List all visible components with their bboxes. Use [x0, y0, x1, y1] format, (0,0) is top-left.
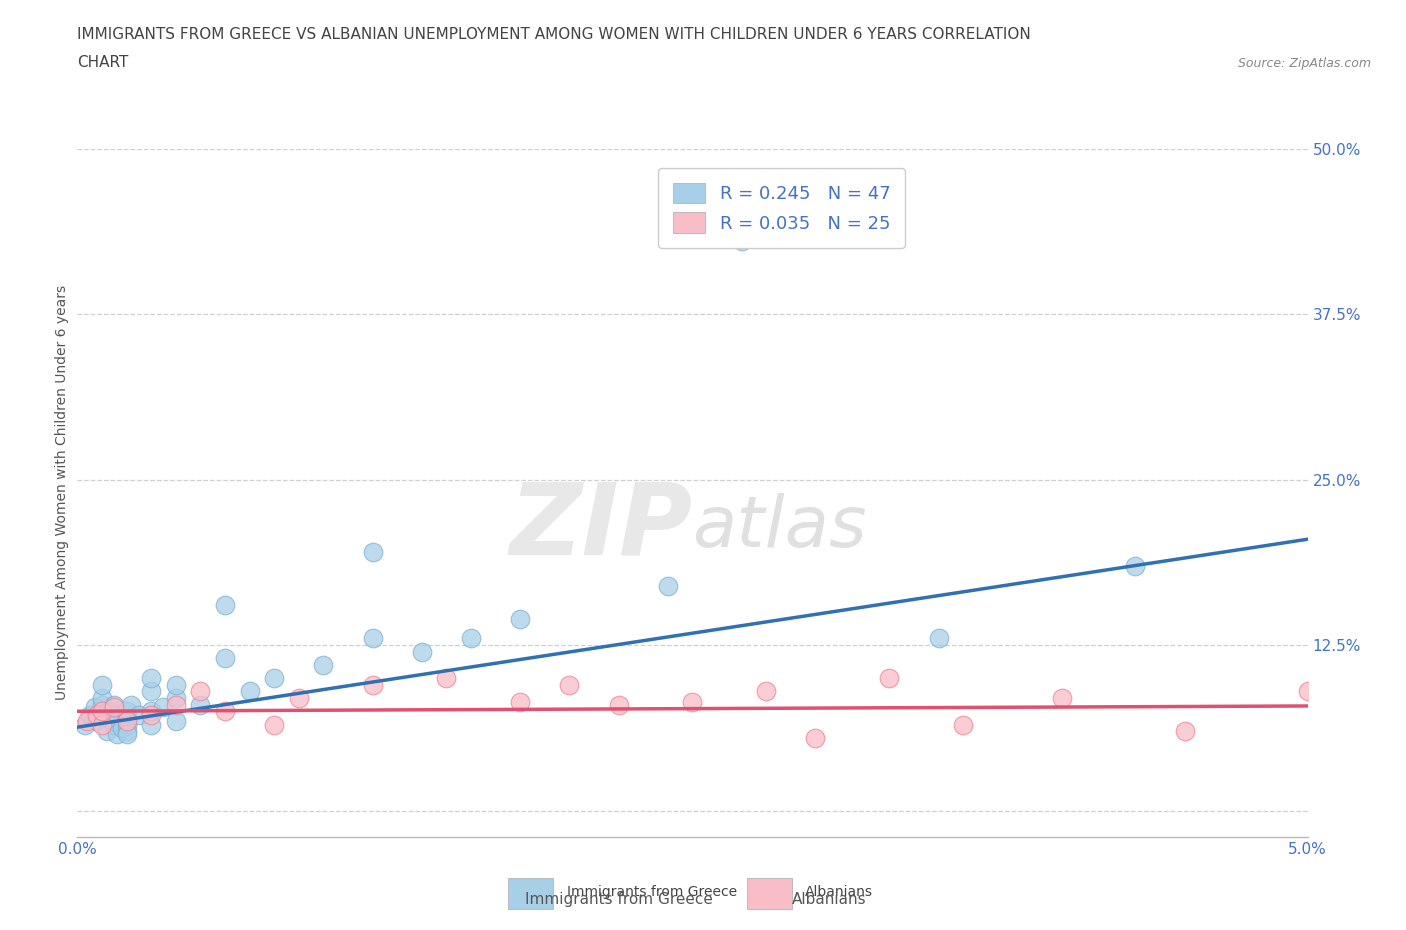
Text: IMMIGRANTS FROM GREECE VS ALBANIAN UNEMPLOYMENT AMONG WOMEN WITH CHILDREN UNDER : IMMIGRANTS FROM GREECE VS ALBANIAN UNEMP… — [77, 27, 1031, 42]
Point — [214, 704, 236, 719]
Point — [115, 717, 138, 732]
Point — [361, 677, 384, 692]
Point — [103, 700, 125, 715]
Point — [86, 713, 108, 728]
Y-axis label: Unemployment Among Women with Children Under 6 years: Unemployment Among Women with Children U… — [55, 286, 69, 700]
Point — [105, 726, 128, 741]
Text: Albanians: Albanians — [806, 885, 873, 899]
Point — [141, 684, 163, 698]
Point — [111, 721, 132, 736]
Point — [90, 704, 114, 719]
Point — [141, 708, 163, 723]
Point — [152, 700, 174, 715]
Point — [607, 698, 630, 712]
Point — [98, 704, 121, 719]
Point — [682, 695, 704, 710]
Point — [509, 611, 531, 626]
Point — [90, 704, 114, 719]
Text: atlas: atlas — [693, 493, 868, 562]
Point — [263, 717, 285, 732]
Text: Albanians: Albanians — [792, 892, 868, 907]
Point — [928, 631, 950, 646]
Point — [103, 698, 125, 712]
Point — [509, 695, 531, 710]
Point — [128, 708, 150, 723]
Point — [79, 708, 101, 723]
Point — [879, 671, 901, 685]
Point — [76, 713, 98, 728]
Point — [96, 724, 118, 738]
Point — [165, 698, 187, 712]
Point — [165, 677, 187, 692]
Text: Immigrants from Greece: Immigrants from Greece — [567, 885, 737, 899]
Point — [411, 644, 433, 659]
Point — [83, 700, 105, 715]
Point — [141, 671, 163, 685]
Point — [165, 691, 187, 706]
Point — [460, 631, 482, 646]
Point — [90, 691, 114, 706]
Point — [103, 713, 125, 728]
Text: ZIP: ZIP — [509, 479, 693, 576]
Point — [1125, 558, 1147, 573]
Point — [657, 578, 679, 593]
Point — [755, 684, 778, 698]
FancyBboxPatch shape — [508, 878, 553, 910]
Point — [804, 730, 827, 745]
Point — [1296, 684, 1319, 698]
Point — [312, 658, 335, 672]
Point — [73, 717, 96, 732]
Point — [96, 711, 118, 725]
Point — [239, 684, 262, 698]
Point — [165, 713, 187, 728]
Point — [188, 698, 212, 712]
Point — [115, 713, 138, 728]
Point — [436, 671, 458, 685]
Point — [86, 708, 108, 723]
Point — [214, 598, 236, 613]
Point — [115, 726, 138, 741]
Point — [288, 691, 311, 706]
Point — [263, 671, 285, 685]
Text: Source: ZipAtlas.com: Source: ZipAtlas.com — [1237, 57, 1371, 70]
Point — [361, 631, 384, 646]
Text: Immigrants from Greece: Immigrants from Greece — [524, 892, 713, 907]
Point — [115, 711, 138, 725]
Point — [121, 698, 143, 712]
Point — [1174, 724, 1197, 738]
Point — [141, 717, 163, 732]
Point — [731, 234, 754, 249]
Point — [361, 545, 384, 560]
Point — [90, 698, 114, 712]
Point — [1050, 691, 1073, 706]
Point — [214, 651, 236, 666]
Point — [188, 684, 212, 698]
Point — [558, 677, 581, 692]
Point — [103, 708, 125, 723]
Point — [115, 724, 138, 738]
Text: CHART: CHART — [77, 55, 129, 70]
FancyBboxPatch shape — [747, 878, 792, 910]
Point — [115, 704, 138, 719]
Point — [952, 717, 974, 732]
Point — [90, 717, 114, 732]
Point — [141, 704, 163, 719]
Legend: R = 0.245   N = 47, R = 0.035   N = 25: R = 0.245 N = 47, R = 0.035 N = 25 — [658, 168, 905, 247]
Point — [90, 677, 114, 692]
Point — [103, 717, 125, 732]
